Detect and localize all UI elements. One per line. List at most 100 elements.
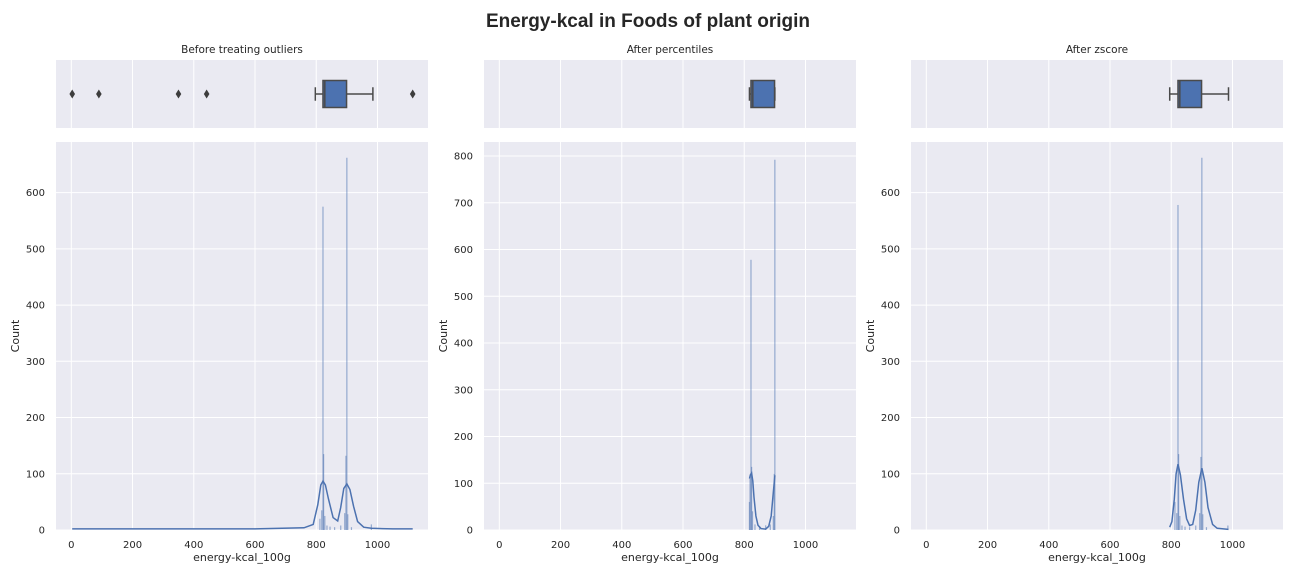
- histogram-bar: [769, 524, 771, 530]
- panels-layer: Before treating outliers 0 200 400 600 800 100…: [9, 44, 1283, 564]
- histogram-bar: [319, 518, 321, 530]
- panel-2: After percentiles 0 200 400 600 800 1000 0 100 20…: [437, 44, 856, 564]
- histogram-axes-background: [484, 142, 856, 530]
- y-tick-label: 400: [454, 339, 473, 350]
- histogram-bar: [350, 527, 353, 530]
- y-tick-label: 800: [454, 152, 473, 163]
- y-tick-label: 500: [881, 244, 900, 255]
- y-axis-label: Count: [9, 319, 22, 352]
- y-tick-label: 0: [467, 526, 473, 537]
- histogram-bar: [772, 515, 774, 530]
- histogram-bar: [1195, 525, 1197, 530]
- y-tick-label: 100: [454, 479, 473, 490]
- boxplot-axes-background: [484, 60, 856, 128]
- histogram-bar: [1227, 525, 1229, 530]
- histogram-bar: [765, 525, 767, 530]
- histogram-bar: [345, 455, 347, 530]
- histogram-bar: [322, 454, 325, 530]
- boxplot-title: Before treating outliers: [181, 44, 303, 56]
- histogram-bar: [347, 514, 349, 530]
- histogram-bar: [326, 525, 328, 530]
- histogram-bar: [774, 159, 776, 530]
- x-axis-label: energy-kcal_100g: [1048, 551, 1146, 564]
- x-tick-label: 1000: [793, 540, 818, 551]
- boxplot-title: After zscore: [1066, 44, 1128, 56]
- histogram-bar: [750, 466, 753, 530]
- histogram-bar: [1202, 514, 1204, 530]
- histogram-bar: [1177, 204, 1179, 530]
- y-tick-label: 300: [881, 357, 900, 368]
- y-tick-label: 200: [454, 432, 473, 443]
- histogram-bar: [749, 478, 751, 530]
- histogram-bar: [1177, 454, 1180, 530]
- x-tick-label: 800: [735, 540, 754, 551]
- y-tick-label: 600: [454, 245, 473, 256]
- y-tick-label: 0: [894, 526, 900, 537]
- histogram-bar: [1205, 527, 1208, 530]
- y-axis-label: Count: [437, 319, 450, 352]
- x-tick-label: 200: [978, 540, 997, 551]
- y-tick-label: 700: [454, 198, 473, 209]
- x-tick-label: 400: [1039, 540, 1058, 551]
- y-tick-label: 600: [26, 188, 45, 199]
- outlier-point: [69, 89, 76, 99]
- histogram-bar: [1200, 456, 1202, 530]
- y-tick-label: 0: [39, 526, 45, 537]
- outlier-point: [409, 89, 416, 99]
- x-tick-label: 400: [612, 540, 631, 551]
- kde-line: [1169, 464, 1229, 531]
- histogram-bar: [1179, 515, 1181, 530]
- x-tick-label: 600: [1100, 540, 1119, 551]
- histogram-bar: [322, 206, 324, 530]
- histogram-bar: [1176, 513, 1178, 530]
- x-tick-label: 800: [1162, 540, 1181, 551]
- y-tick-label: 500: [26, 244, 45, 255]
- x-tick-label: 1000: [1220, 540, 1245, 551]
- y-tick-label: 500: [454, 292, 473, 303]
- panel-3: After zscore 0 200 400 600 800 1000 0 100 200 300 4…: [864, 44, 1283, 564]
- x-tick-label: 200: [123, 540, 142, 551]
- x-tick-label: 600: [673, 540, 692, 551]
- box-iqr: [322, 79, 348, 109]
- chart-title: Energy-kcal in Foods of plant origin: [486, 11, 810, 32]
- histogram-bar: [1189, 527, 1191, 530]
- y-tick-label: 300: [454, 385, 473, 396]
- outlier-point: [175, 89, 182, 99]
- boxplot-title: After percentiles: [627, 44, 714, 56]
- outlier-point: [203, 89, 210, 99]
- x-tick-label: 0: [496, 540, 502, 551]
- histogram-bar: [370, 524, 372, 530]
- x-tick-label: 800: [307, 540, 326, 551]
- y-tick-label: 200: [881, 413, 900, 424]
- histogram-bar: [329, 526, 331, 530]
- histogram-bar: [1181, 525, 1183, 530]
- histogram-bar: [1201, 157, 1203, 530]
- box-iqr: [1177, 79, 1203, 109]
- x-tick-label: 0: [68, 540, 74, 551]
- panel-1: Before treating outliers 0 200 400 600 800 100…: [9, 44, 428, 564]
- y-axis-label: Count: [864, 319, 877, 352]
- x-tick-label: 200: [551, 540, 570, 551]
- y-tick-label: 100: [881, 469, 900, 480]
- box-iqr: [750, 79, 776, 109]
- histogram-bar: [340, 525, 342, 530]
- y-tick-label: 600: [881, 188, 900, 199]
- histogram-bar: [1184, 526, 1186, 530]
- histogram-axes-background: [911, 142, 1283, 530]
- histogram-bar: [334, 527, 336, 530]
- x-tick-label: 1000: [365, 540, 390, 551]
- histogram-bar: [324, 515, 326, 530]
- histogram-bar: [754, 524, 756, 530]
- histogram-bar: [748, 501, 751, 530]
- x-axis-label: energy-kcal_100g: [193, 551, 291, 564]
- histogram-bar: [1199, 513, 1201, 530]
- histogram-bar: [773, 473, 775, 530]
- x-tick-label: 400: [184, 540, 203, 551]
- outlier-point: [96, 89, 102, 99]
- histogram-bar: [1174, 501, 1176, 530]
- y-tick-label: 200: [26, 413, 45, 424]
- histogram-bar: [344, 513, 346, 530]
- x-tick-label: 600: [245, 540, 264, 551]
- histogram-bar: [758, 526, 761, 530]
